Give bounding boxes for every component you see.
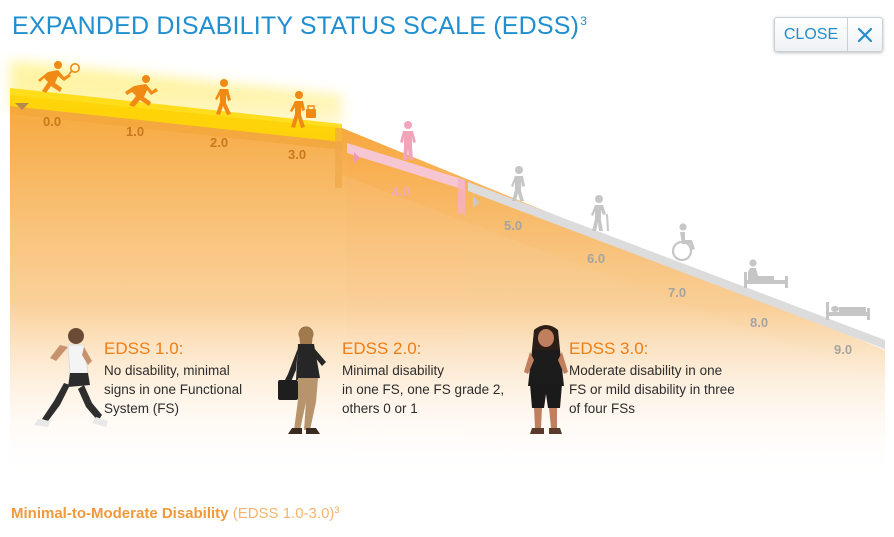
walking-person-icon [215,79,231,115]
runner-icon [125,75,158,107]
level-label-2: 2.0 [210,135,229,150]
standing-woman-photo [524,325,568,434]
standing-person-icon [400,121,416,160]
edss-1-text: No disability, minimal signs in one Func… [104,363,243,416]
level-label-5: 5.0 [504,218,523,233]
level-label-0: 0.0 [43,114,62,129]
disability-range-caption: Minimal-to-Moderate Disability (EDSS 1.0… [11,505,339,522]
tennis-player-icon [38,61,80,93]
close-button-label: CLOSE [783,25,839,43]
level-label-3: 3.0 [288,147,307,162]
caption-superscript: 3 [334,505,340,515]
level-label-9: 9.0 [834,342,853,357]
level-label-8: 8.0 [750,315,769,330]
level-label-7: 7.0 [668,285,687,300]
edss-2-description: EDSS 2.0: Minimal disability in one FS, … [342,339,504,418]
edss-2-text: Minimal disability in one FS, one FS gra… [342,363,505,416]
close-icon[interactable] [848,18,882,51]
edss-3-text: Moderate disability in one FS or mild di… [569,363,735,416]
edss-3-description: EDSS 3.0: Moderate disability in one FS … [569,339,735,418]
page-title: EXPANDED DISABILITY STATUS SCALE (EDSS)3 [12,12,588,40]
wheelchair-icon [671,223,695,262]
edss-2-heading: EDSS 2.0: [342,339,422,358]
person-with-cane-icon [591,195,609,232]
caption-label: Minimal-to-Moderate Disability [11,505,229,522]
caption-range: (EDSS 1.0-3.0) [232,505,335,522]
edss-3-heading: EDSS 3.0: [569,339,649,358]
walking-woman-photo [278,326,326,434]
edss-1-heading: EDSS 1.0: [104,339,184,358]
close-button[interactable]: CLOSE [774,17,883,52]
bed-icon [826,302,870,320]
level-label-1: 1.0 [126,124,145,139]
runner-photo [34,328,108,427]
title-superscript: 3 [580,14,588,28]
level-label-4: 4.0 [392,184,411,199]
level-label-6: 6.0 [587,251,606,266]
slow-walking-person-icon [511,166,525,201]
edss-1-description: EDSS 1.0: No disability, minimal signs i… [104,339,242,418]
close-button-divider [847,18,848,51]
person-in-bed-icon [744,259,788,288]
edss-scale-graphic [10,60,885,480]
person-carrying-bag-icon [290,91,316,128]
